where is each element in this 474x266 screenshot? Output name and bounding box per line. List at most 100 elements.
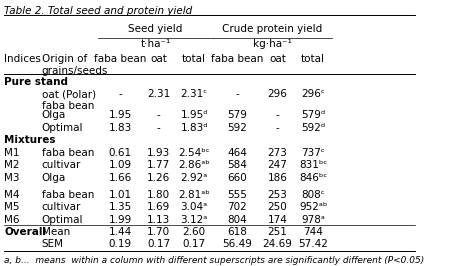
Text: 555: 555 <box>227 190 247 200</box>
Text: M2: M2 <box>4 160 20 170</box>
Text: a, b...  means  within a column with different superscripts are significantly di: a, b... means within a column with diffe… <box>4 256 424 265</box>
Text: Olga: Olga <box>42 110 66 120</box>
Text: 2.31: 2.31 <box>147 89 170 99</box>
Text: 464: 464 <box>227 148 247 158</box>
Text: Indices: Indices <box>4 54 41 64</box>
Text: -: - <box>118 89 122 99</box>
Text: 1.26: 1.26 <box>147 173 170 183</box>
Text: faba bean: faba bean <box>42 148 94 158</box>
Text: 978ᵃ: 978ᵃ <box>301 215 325 225</box>
Text: 56.49: 56.49 <box>222 239 252 250</box>
Text: 660: 660 <box>227 173 247 183</box>
Text: 0.61: 0.61 <box>109 148 132 158</box>
Text: 1.35: 1.35 <box>109 202 132 212</box>
Text: M6: M6 <box>4 215 20 225</box>
Text: Overall: Overall <box>4 227 46 237</box>
Text: M5: M5 <box>4 202 20 212</box>
Text: Crude protein yield: Crude protein yield <box>222 24 322 34</box>
Text: 2.92ᵃ: 2.92ᵃ <box>181 173 208 183</box>
Text: 952ᵃᵇ: 952ᵃᵇ <box>299 202 327 212</box>
Text: 0.19: 0.19 <box>109 239 132 250</box>
Text: 846ᵇᶜ: 846ᵇᶜ <box>299 173 327 183</box>
Text: 57.42: 57.42 <box>298 239 328 250</box>
Text: 2.31ᶜ: 2.31ᶜ <box>181 89 208 99</box>
Text: 1.83: 1.83 <box>109 123 132 133</box>
Text: Origin of
grains/seeds: Origin of grains/seeds <box>42 54 108 76</box>
Text: 1.93: 1.93 <box>147 148 170 158</box>
Text: faba bean: faba bean <box>42 190 94 200</box>
Text: -: - <box>276 123 280 133</box>
Text: 1.69: 1.69 <box>147 202 170 212</box>
Text: oat (Polar)
faba bean: oat (Polar) faba bean <box>42 89 96 111</box>
Text: 3.04ᵃ: 3.04ᵃ <box>181 202 208 212</box>
Text: 247: 247 <box>268 160 288 170</box>
Text: 250: 250 <box>268 202 287 212</box>
Text: 2.86ᵃᵇ: 2.86ᵃᵇ <box>178 160 210 170</box>
Text: faba bean: faba bean <box>211 54 263 64</box>
Text: SEM: SEM <box>42 239 64 250</box>
Text: 273: 273 <box>268 148 288 158</box>
Text: oat: oat <box>150 54 167 64</box>
Text: 592: 592 <box>227 123 247 133</box>
Text: 1.66: 1.66 <box>109 173 132 183</box>
Text: kg·ha⁻¹: kg·ha⁻¹ <box>253 39 292 49</box>
Text: M1: M1 <box>4 148 20 158</box>
Text: 618: 618 <box>227 227 247 237</box>
Text: faba bean: faba bean <box>94 54 146 64</box>
Text: 592ᵈ: 592ᵈ <box>301 123 325 133</box>
Text: 744: 744 <box>303 227 323 237</box>
Text: 296: 296 <box>268 89 288 99</box>
Text: 831ᵇᶜ: 831ᵇᶜ <box>299 160 327 170</box>
Text: Mixtures: Mixtures <box>4 135 55 146</box>
Text: total: total <box>301 54 325 64</box>
Text: 579ᵈ: 579ᵈ <box>301 110 325 120</box>
Text: M3: M3 <box>4 173 20 183</box>
Text: 1.70: 1.70 <box>147 227 170 237</box>
Text: 251: 251 <box>268 227 288 237</box>
Text: 1.44: 1.44 <box>109 227 132 237</box>
Text: oat: oat <box>269 54 286 64</box>
Text: 2.81ᵃᵇ: 2.81ᵃᵇ <box>178 190 210 200</box>
Text: 737ᶜ: 737ᶜ <box>301 148 325 158</box>
Text: cultivar: cultivar <box>42 202 81 212</box>
Text: -: - <box>235 89 239 99</box>
Text: Pure stand: Pure stand <box>4 77 68 87</box>
Text: 584: 584 <box>227 160 247 170</box>
Text: 1.09: 1.09 <box>109 160 132 170</box>
Text: 174: 174 <box>268 215 288 225</box>
Text: 253: 253 <box>268 190 288 200</box>
Text: -: - <box>157 110 161 120</box>
Text: 579: 579 <box>227 110 247 120</box>
Text: 296ᶜ: 296ᶜ <box>301 89 325 99</box>
Text: -: - <box>276 110 280 120</box>
Text: 186: 186 <box>268 173 288 183</box>
Text: 1.01: 1.01 <box>109 190 132 200</box>
Text: Seed yield: Seed yield <box>128 24 182 34</box>
Text: 24.69: 24.69 <box>263 239 292 250</box>
Text: M4: M4 <box>4 190 20 200</box>
Text: 1.99: 1.99 <box>109 215 132 225</box>
Text: Optimal: Optimal <box>42 215 83 225</box>
Text: 1.83ᵈ: 1.83ᵈ <box>180 123 208 133</box>
Text: Optimal: Optimal <box>42 123 83 133</box>
Text: 2.54ᵇᶜ: 2.54ᵇᶜ <box>178 148 210 158</box>
Text: 3.12ᵃ: 3.12ᵃ <box>181 215 208 225</box>
Text: 1.80: 1.80 <box>147 190 170 200</box>
Text: 1.77: 1.77 <box>147 160 170 170</box>
Text: total: total <box>182 54 206 64</box>
Text: 1.13: 1.13 <box>147 215 170 225</box>
Text: 1.95: 1.95 <box>109 110 132 120</box>
Text: -: - <box>157 123 161 133</box>
Text: 804: 804 <box>227 215 247 225</box>
Text: Mean: Mean <box>42 227 70 237</box>
Text: Olga: Olga <box>42 173 66 183</box>
Text: 702: 702 <box>227 202 247 212</box>
Text: 1.95ᵈ: 1.95ᵈ <box>180 110 208 120</box>
Text: t·ha⁻¹: t·ha⁻¹ <box>140 39 171 49</box>
Text: cultivar: cultivar <box>42 160 81 170</box>
Text: 0.17: 0.17 <box>182 239 206 250</box>
Text: 808ᶜ: 808ᶜ <box>301 190 325 200</box>
Text: Table 2. Total seed and protein yield: Table 2. Total seed and protein yield <box>4 6 192 16</box>
Text: 0.17: 0.17 <box>147 239 170 250</box>
Text: 2.60: 2.60 <box>182 227 206 237</box>
